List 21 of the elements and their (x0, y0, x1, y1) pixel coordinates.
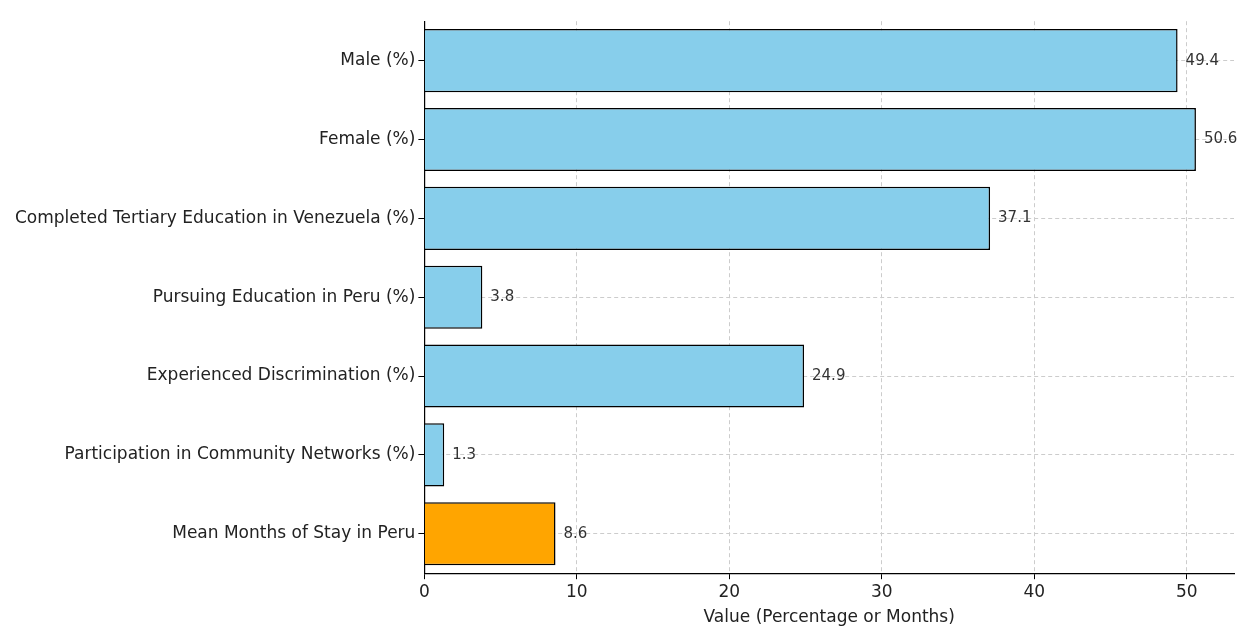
x-tick-label: 10 (566, 580, 588, 601)
data-label: 37.1 (998, 208, 1032, 227)
y-tick-label: Mean Months of Stay in Peru (172, 522, 416, 543)
data-label: 1.3 (452, 444, 477, 463)
x-tick-label: 50 (1175, 580, 1198, 601)
y-tick-label: Completed Tertiary Education in Venezuela (%) (15, 206, 416, 227)
y-tick-label: Male (%) (340, 49, 416, 70)
data-label: 49.4 (1185, 50, 1219, 69)
x-tick-label: 40 (1023, 580, 1046, 601)
y-tick-label: Experienced Discrimination (%) (146, 364, 416, 385)
x-tick-label: 0 (418, 580, 430, 601)
x-tick-label: 20 (718, 580, 741, 601)
x-axis-title: Value (Percentage or Months) (703, 606, 955, 627)
data-label: 50.6 (1203, 129, 1238, 148)
y-tick-label: Female (%) (319, 127, 416, 148)
y-tick-label: Participation in Community Networks (%) (64, 443, 416, 464)
y-tick-label: Pursuing Education in Peru (%) (152, 285, 416, 306)
data-label: 3.8 (490, 287, 515, 306)
x-tick-label: 30 (870, 580, 893, 601)
data-label: 24.9 (812, 365, 846, 384)
data-label: 8.6 (563, 523, 588, 542)
